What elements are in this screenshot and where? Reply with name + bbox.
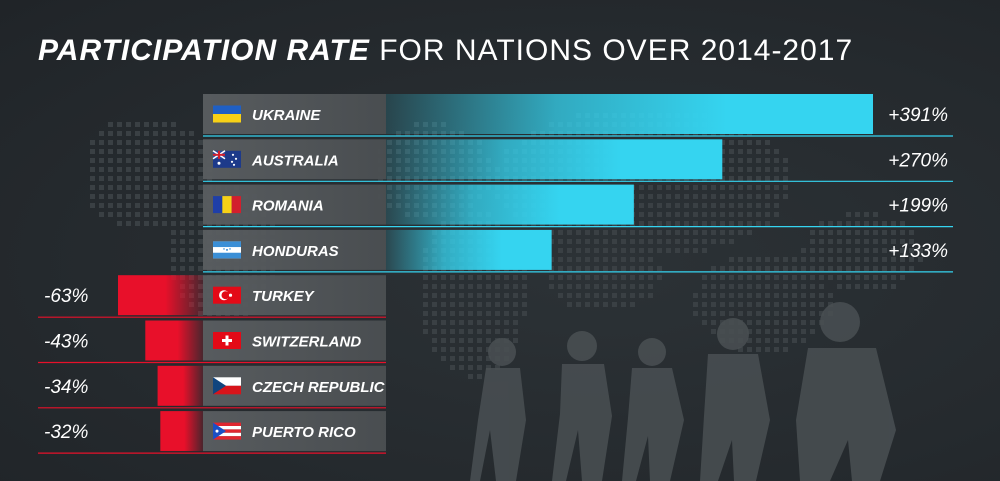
tick-label: SWITZERLAND <box>252 334 361 351</box>
bar <box>386 139 723 180</box>
bar-row: +270% AUSTRALIA <box>203 139 953 182</box>
data-label: -34% <box>44 377 88 398</box>
chart-title-light: FOR NATIONS OVER 2014-2017 <box>379 34 854 67</box>
data-label: -63% <box>44 286 88 307</box>
flag-turkey-icon <box>213 286 241 304</box>
bar <box>145 320 204 361</box>
tick-label: ROMANIA <box>252 198 324 215</box>
bar-row: -63% TURKEY <box>38 275 386 318</box>
data-label: +270% <box>888 150 948 171</box>
flag-czech-republic-icon <box>213 377 241 395</box>
bar-row: -34% CZECH REPUBLIC <box>38 365 386 409</box>
data-label: +391% <box>888 105 948 126</box>
data-label: -32% <box>44 422 88 443</box>
bar <box>386 184 634 225</box>
bar <box>160 411 204 452</box>
bar-row: +199% ROMANIA <box>203 184 953 228</box>
tick-label: HONDURAS <box>252 243 339 260</box>
flag-honduras-icon <box>213 241 241 259</box>
bar-row: +391% UKRAINE <box>203 94 953 137</box>
bar <box>386 229 552 270</box>
tick-label: AUSTRALIA <box>251 152 339 169</box>
chart-title-bold: PARTICIPATION RATE <box>38 34 370 67</box>
flag-romania-icon <box>213 196 241 214</box>
flag-puerto-rico-icon <box>213 422 241 440</box>
bar <box>386 94 873 134</box>
flag-switzerland-icon <box>213 332 241 349</box>
data-label: -43% <box>44 332 88 353</box>
bar <box>157 365 204 406</box>
bar-row: -43% SWITZERLAND <box>38 320 386 364</box>
tick-label: PUERTO RICO <box>252 424 356 441</box>
data-label: +199% <box>888 196 948 217</box>
data-label: +133% <box>888 241 948 262</box>
tick-label: UKRAINE <box>252 107 321 124</box>
chart-title: PARTICIPATION RATE FOR NATIONS OVER 2014… <box>38 34 853 68</box>
tick-label: TURKEY <box>252 288 316 305</box>
bar-row: +133% HONDURAS <box>203 229 953 273</box>
bar-row: -32% PUERTO RICO <box>38 411 386 454</box>
bar <box>118 275 204 316</box>
flag-australia-icon <box>212 150 241 168</box>
tick-label: CZECH REPUBLIC <box>252 379 386 396</box>
flag-ukraine-icon <box>213 105 241 123</box>
